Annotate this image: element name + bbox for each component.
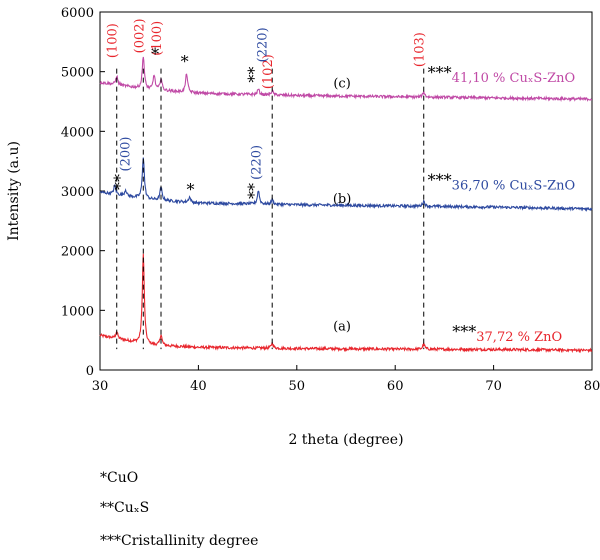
peak-annotation: ** [244,67,263,83]
series-line-1 [99,253,593,354]
y-axis-label: Intensity (a.u) [6,141,22,241]
y-tick-label: 5000 [61,66,94,81]
peak-annotation: (103) [413,32,428,67]
x-tick-label: 50 [289,379,306,394]
legend-note-crystallinity: ***Cristallinity degree [100,533,258,549]
y-tick-label: 3000 [61,185,94,200]
peak-annotation: * [151,45,159,64]
peak-annotation: ** [244,183,263,199]
annotation-stars: *** [452,322,476,341]
x-tick-label: 70 [485,379,502,394]
annotation-stars: *** [428,63,452,82]
xrd-chart: 30 40 50 60 70 80 0 1000 2000 3000 4000 5000 6000 2 t… [6,6,600,448]
crystallinity-annotation: ***36,70 % CuₓS-ZnO [428,170,576,193]
legend-note-text: CuₓS [114,500,150,516]
legend-note-stars: * [100,470,107,486]
annotation-stars: *** [428,170,452,189]
legend-note-cuo: *CuO [100,470,138,486]
peak-annotation: ** [111,174,130,190]
peak-annotation: (100) [150,21,165,56]
legend-note-text: Cristallinity degree [121,533,259,549]
annotation-text: 36,70 % CuₓS-ZnO [452,178,576,193]
curve-label: (a) [333,320,351,335]
peak-annotation: (220) [255,27,270,62]
annotation-text: 37,72 % ZnO [476,330,562,345]
y-tick-label: 6000 [61,6,94,21]
curve-label: (b) [333,192,351,207]
x-tick-label: 80 [584,379,600,394]
legend-note-text: CuO [107,470,139,486]
curve-label: (c) [333,77,350,92]
y-tick-label: 0 [86,364,94,379]
series-line-3 [99,56,592,103]
crystallinity-annotation: ***37,72 % ZnO [452,322,562,345]
peak-annotation: * [187,180,195,199]
annotation-text: 41,10 % CuₓS-ZnO [452,71,576,86]
legend-note-stars: *** [100,533,121,549]
crystallinity-annotation: ***41,10 % CuₓS-ZnO [428,63,576,86]
x-tick-label: 60 [387,379,404,394]
peak-annotation: * [181,52,189,71]
y-tick-label: 4000 [61,125,94,140]
y-tick-label: 1000 [61,304,94,319]
peak-annotation: (102) [261,54,276,89]
x-axis-label: 2 theta (degree) [288,432,403,448]
legend-note-stars: ** [100,500,114,516]
peak-annotation: (002) [132,18,147,53]
series-line-2 [99,157,593,212]
x-tick-label: 40 [190,379,207,394]
legend-note-cuxs: **CuₓS [100,500,149,516]
y-tick-label: 2000 [61,245,94,260]
peak-annotation: (200) [119,137,134,172]
peak-annotation: (220) [249,145,264,180]
peak-annotation: (100) [106,23,121,58]
x-tick-label: 30 [92,379,109,394]
